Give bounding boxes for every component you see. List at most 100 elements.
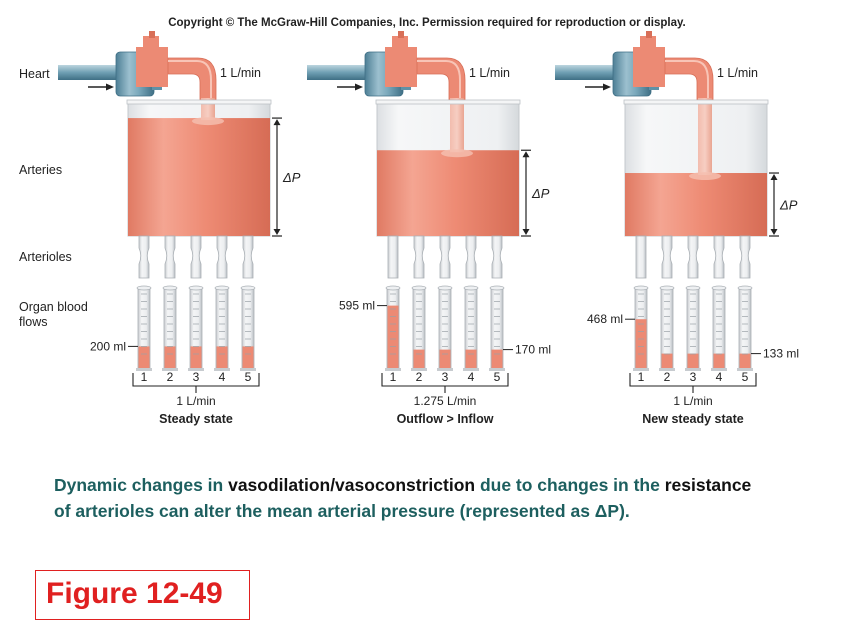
panel-3-tube-5-number: 5 [742, 370, 749, 384]
panel-1-tube-5-arteriole-constricted [242, 235, 254, 279]
panel-3-heart-outlet-pipe [664, 57, 714, 101]
panel-2-stream-splash [441, 149, 473, 158]
panel-2-tube-5-arteriole-constricted [491, 235, 503, 279]
panel-2-reservoir-rim [375, 99, 521, 105]
panel-2-tube-5-cylinder-blood [491, 349, 503, 368]
caption-part-1: Dynamic changes in [54, 475, 229, 495]
panel-2-callout-right: 170 ml [515, 343, 551, 357]
panel-3-stream-splash [689, 172, 721, 181]
panel-3-tube-1-arteriole-dilated [635, 235, 647, 279]
panel-1-tube-2-number: 2 [167, 370, 174, 384]
panel-3-tube-4-cylinder-base [711, 368, 727, 371]
panel-3-heart-valve-top [640, 36, 656, 50]
panel-2-tube-3-cylinder-base [437, 368, 453, 371]
panel-2-tube-5-number: 5 [494, 370, 501, 384]
panel-2-tube-1-arteriole-dilated [387, 235, 399, 279]
panel-3-tube-3-cylinder-base [685, 368, 701, 371]
panel-3-artery-blood [625, 173, 767, 236]
panel-1-tube-4-number: 4 [219, 370, 226, 384]
panel-1-artery-blood [128, 118, 270, 236]
panel-2-tube-2-arteriole-constricted [413, 235, 425, 279]
panel-2-tube-4-cylinder-blood [465, 349, 477, 368]
panel-1-tube-1-cylinder-base [136, 368, 152, 371]
panel-2-tube-1-cylinder-lip [385, 285, 401, 291]
panel-2-tube-5-cylinder-base [489, 368, 505, 371]
panel-1-tube-1-number: 1 [141, 370, 148, 384]
panel-3-tube-4-cylinder-blood [713, 353, 725, 368]
panel-1-tube-1-arteriole-constricted [138, 235, 150, 279]
panel-3-tube-1-cylinder-blood [635, 319, 647, 368]
panel-3-tube-5-cylinder-lip [737, 285, 753, 291]
label-organ-blood-flows: Organ blood flows [19, 300, 88, 330]
panel-1-tube-4-arteriole-constricted [216, 235, 228, 279]
caption-part-5: of arterioles can alter the mean arteria… [54, 501, 595, 521]
panel-1-heart-valve-top [143, 36, 159, 50]
panel-3-tube-5-cylinder-base [737, 368, 753, 371]
panel-2-tube-2-cylinder-blood [413, 349, 425, 368]
panel-1-delta-p-arrow-up [273, 119, 281, 126]
panel-1-heart-outlet-pipe [167, 57, 217, 101]
caption-part-3: due to changes in the [475, 475, 665, 495]
panel-1-tube-3-cylinder-blood [190, 346, 202, 368]
panel-2-artery-blood [377, 150, 519, 236]
hemodynamics-diagram: 1 L/min ΔP 1 2 3 4 5 1 L/min Steady state 200 ml 1… [58, 31, 799, 426]
label-organ-line2: flows [19, 315, 48, 329]
panel-2-tube-2-cylinder-base [411, 368, 427, 371]
label-arterioles: Arterioles [19, 250, 72, 264]
panel-2-tube-2-cylinder-lip [411, 285, 427, 291]
panel-1-tube-2-cylinder-base [162, 368, 178, 371]
panel-1-tube-3-number: 3 [193, 370, 200, 384]
copyright-notice: Copyright © The McGraw-Hill Companies, I… [168, 17, 686, 29]
panel-3-tube-2-number: 2 [664, 370, 671, 384]
panel-1-delta-p-arrow-down [273, 229, 281, 235]
panel-3-tube-5-arteriole-constricted [739, 235, 751, 279]
panel-2-tube-3-cylinder-blood [439, 349, 451, 368]
panel-1-tube-1-cylinder-blood [138, 346, 150, 368]
panel-1-tube-2-arteriole-constricted [164, 235, 176, 279]
panel-3-tube-3-cylinder-blood [687, 353, 699, 368]
panel-2-group [307, 31, 531, 393]
panel-3-tube-4-arteriole-constricted [713, 235, 725, 279]
panel-1-tube-5-cylinder-base [240, 368, 256, 371]
panel-3-heart-outlet-highlight [665, 60, 709, 98]
panel-1-heart-valve-stem [149, 31, 155, 38]
panel-1-tube-2-cylinder-lip [162, 285, 178, 291]
panel-2-heart-outlet-highlight [417, 60, 461, 98]
label-organ-line1: Organ blood [19, 300, 88, 314]
panel-1-tube-5-cylinder-blood [242, 346, 254, 368]
panel-2-heart-valve-top [392, 36, 408, 50]
panel-2-heart-chamber [385, 47, 417, 87]
panel-1-tube-3-cylinder-base [188, 368, 204, 371]
caption-term-resistance: resistance [664, 475, 752, 495]
panel-1-tube-4-cylinder-blood [216, 346, 228, 368]
caption-term-vasodilation: vasodilation/vasoconstriction [228, 475, 476, 495]
panel-2-tube-4-number: 4 [468, 370, 475, 384]
panel-2-heart-valve-stem [398, 31, 404, 38]
panel-3-tube-2-cylinder-lip [659, 285, 675, 291]
label-heart: Heart [19, 67, 50, 81]
panel-2-tube-3-cylinder-lip [437, 285, 453, 291]
panel-1-tube-4-cylinder-lip [214, 285, 230, 291]
panel-2-callout-left: 595 ml [339, 299, 375, 313]
panel-3-tube-2-cylinder-base [659, 368, 675, 371]
panel-1-heart-outlet-highlight [168, 60, 212, 98]
panel-2-inflow-label: 1 L/min [469, 66, 510, 80]
panel-3-tube-4-number: 4 [716, 370, 723, 384]
panel-2-heart-outlet-pipe [416, 57, 466, 101]
panel-1-outflow-label: 1 L/min [176, 394, 215, 408]
panel-3-delta-p-arrow-up [770, 174, 778, 181]
figure-number: Figure 12-49 [46, 577, 223, 610]
panel-3-inflow-pipe [555, 65, 625, 80]
panel-3-tube-2-arteriole-constricted [661, 235, 673, 279]
panel-2-tube-5-cylinder-lip [489, 285, 505, 291]
panel-1-stream-splash [192, 117, 224, 126]
panel-3-reservoir-rim [623, 99, 769, 105]
panel-2-state-label: Outflow > Inflow [397, 412, 494, 426]
panel-1-callout-left: 200 ml [90, 339, 126, 353]
panel-1-delta-p-label: ΔP [282, 170, 301, 185]
caption-part-7: ). [619, 501, 630, 521]
panel-3-inflow-stream [698, 98, 712, 176]
panel-3-tube-1-cylinder-lip [633, 285, 649, 291]
panel-1-inflow-pipe [58, 65, 128, 80]
panel-3-tube-1-number: 1 [638, 370, 645, 384]
